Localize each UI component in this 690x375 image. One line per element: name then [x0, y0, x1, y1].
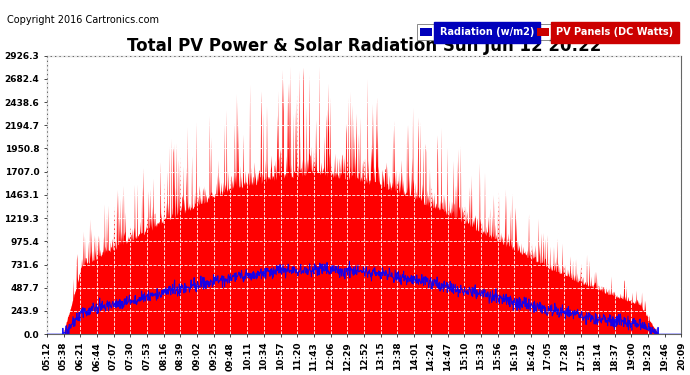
Legend: Radiation (w/m2), PV Panels (DC Watts): Radiation (w/m2), PV Panels (DC Watts)	[417, 24, 676, 40]
Text: Copyright 2016 Cartronics.com: Copyright 2016 Cartronics.com	[7, 15, 159, 25]
Title: Total PV Power & Solar Radiation Sun Jun 12 20:22: Total PV Power & Solar Radiation Sun Jun…	[127, 38, 601, 56]
